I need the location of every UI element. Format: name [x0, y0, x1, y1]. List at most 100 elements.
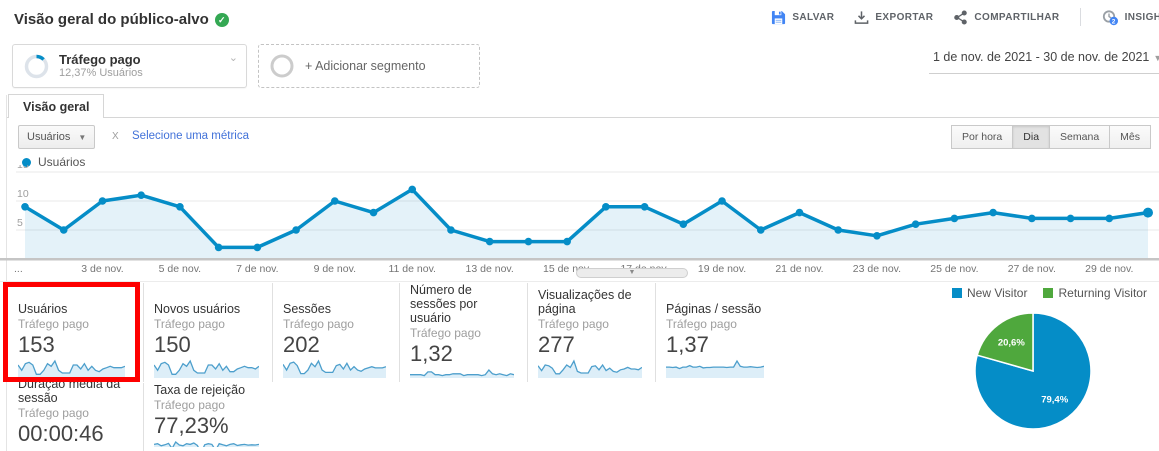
svg-text:3 de nov.: 3 de nov. [81, 263, 123, 275]
metric-card-title: Sessões [283, 302, 331, 316]
salvar-label: SALVAR [792, 11, 835, 23]
date-range-selector[interactable]: 1 de nov. de 2021 - 30 de nov. de 2021 ▼ [929, 46, 1159, 74]
exportar-icon [854, 10, 869, 25]
svg-text:11 de nov.: 11 de nov. [388, 263, 435, 275]
metric-card-value: 00:00:46 [18, 421, 104, 446]
svg-text:21 de nov.: 21 de nov. [775, 263, 823, 275]
metric-card-usu-rios: Usuários Tráfego pago 153 [8, 283, 135, 382]
svg-text:15: 15 [17, 165, 29, 171]
metric-card-title: Novos usuários [154, 302, 241, 316]
exportar-label: EXPORTAR [875, 11, 934, 23]
metric-dropdown[interactable]: Usuários ▼ [18, 125, 96, 149]
exportar-button[interactable]: EXPORTAR [854, 10, 933, 25]
metric-card-taxa-de-rejei-o: Taxa de rejeição Tráfego pago 77,23% [143, 383, 268, 451]
metric-card-segment: Tráfego pago [410, 326, 481, 340]
pie-slice-label: 20,6% [998, 337, 1025, 348]
metric-card-segment: Tráfego pago [666, 317, 737, 331]
metric-card-value: 1,37 [666, 332, 709, 357]
segment-donut-icon [24, 54, 49, 78]
metric-card-sparkline [666, 359, 764, 378]
svg-text:7 de nov.: 7 de nov. [236, 263, 278, 275]
metric-card-sess-es: Sessões Tráfego pago 202 [272, 283, 395, 382]
svg-text:25 de nov.: 25 de nov. [930, 263, 978, 275]
header-actions: SALVAR EXPORTAR COMPARTILHAR 2 INSIGHTS [771, 8, 1159, 26]
vs-label: X [112, 131, 119, 142]
metric-card-segment: Tráfego pago [154, 398, 225, 412]
tab-label: Visão geral [23, 100, 90, 114]
pie-legend-item-returning-visitor[interactable]: Returning Visitor [1043, 286, 1147, 300]
tab-divider [6, 117, 1159, 118]
metric-card-segment: Tráfego pago [283, 317, 354, 331]
insights-button[interactable]: 2 INSIGHTS [1101, 9, 1159, 26]
metric-card-value: 277 [538, 332, 575, 357]
metric-card-dura-o-m-dia-da-sess-o: Duração média da sessão Tráfego pago 00:00… [8, 377, 135, 451]
users-line-chart[interactable]: 5 10 15... 3 de nov. 5 de nov. 7 de nov. 9 de … [0, 165, 1159, 283]
verified-badge-icon: ✓ [214, 12, 229, 27]
page-title-text: Visão geral do público-alvo [14, 11, 209, 28]
svg-text:13 de nov.: 13 de nov. [466, 263, 514, 275]
svg-text:19 de nov.: 19 de nov. [698, 263, 746, 275]
chart-legend: Usuários [22, 155, 85, 169]
metric-cards-row-2: Duração média da sessão Tráfego pago 00:00… [0, 377, 940, 451]
metric-card-p-ginas-sess-o: Páginas / sessão Tráfego pago 1,37 [655, 283, 773, 382]
granularity-semana[interactable]: Semana [1049, 125, 1111, 149]
metric-dropdown-label: Usuários [27, 131, 71, 143]
panel-left-border [6, 95, 7, 451]
metric-card-value: 77,23% [154, 413, 229, 438]
granularity-por-hora[interactable]: Por hora [951, 125, 1014, 149]
legend-square-icon [952, 288, 963, 298]
svg-text:29 de nov.: 29 de nov. [1085, 263, 1133, 275]
metric-card-segment: Tráfego pago [18, 406, 89, 420]
segment-chip-trafego-pago[interactable]: Tráfego pago 12,37% Usuários ⌄ [12, 44, 247, 88]
date-range-label: 1 de nov. de 2021 - 30 de nov. de 2021 [933, 50, 1150, 64]
pie-legend-item-new-visitor[interactable]: New Visitor [952, 286, 1027, 300]
metric-card-value: 1,32 [410, 341, 453, 366]
metric-card-sparkline [283, 359, 386, 378]
metric-card-sparkline [154, 441, 259, 447]
svg-text:2: 2 [1111, 18, 1115, 25]
header-actions-separator [1079, 8, 1081, 26]
chart-scroll-handle[interactable]: ▼ [576, 268, 688, 278]
metric-card-value: 202 [283, 332, 320, 357]
metric-card-title: Taxa de rejeição [154, 383, 246, 397]
svg-text:10: 10 [17, 188, 29, 200]
metric-card-sparkline [538, 359, 642, 378]
svg-text:9 de nov.: 9 de nov. [314, 263, 356, 275]
add-segment-button[interactable]: + Adicionar segmento [258, 44, 480, 88]
tab-visao-geral[interactable]: Visão geral [8, 94, 105, 118]
granularity-mês[interactable]: Mês [1109, 125, 1151, 149]
empty-circle-icon [270, 54, 294, 78]
metric-card-segment: Tráfego pago [18, 317, 89, 331]
granularity-button-group: Por hora Dia Semana Mês [951, 125, 1151, 149]
metric-card-title: Número de sessões por usuário [410, 283, 478, 325]
metric-card-sparkline [410, 368, 514, 378]
page-title: Visão geral do público-alvo ✓ [14, 11, 229, 28]
compartilhar-label: COMPARTILHAR [974, 11, 1060, 23]
legend-square-icon [1043, 288, 1054, 298]
metric-cards-row-1: Usuários Tráfego pago 153 Novos usuários Trá… [0, 283, 940, 382]
metric-card-sparkline [154, 359, 259, 378]
pie-legend-label: Returning Visitor [1058, 286, 1147, 300]
pie-legend: New Visitor Returning Visitor [940, 286, 1159, 300]
granularity-dia[interactable]: Dia [1012, 125, 1051, 149]
select-metric-link[interactable]: Selecione uma métrica [132, 130, 249, 142]
add-segment-label: + Adicionar segmento [305, 59, 426, 73]
pie-slice-label: 79,4% [1041, 395, 1068, 406]
visitor-type-pie-chart[interactable]: 79,4% 20,6% [972, 310, 1094, 432]
svg-text:5 de nov.: 5 de nov. [159, 263, 201, 275]
cards-top-divider [0, 281, 1159, 282]
metric-card-novos-usu-rios: Novos usuários Tráfego pago 150 [143, 283, 268, 382]
insights-label: INSIGHTS [1124, 11, 1159, 23]
segment-detail: 12,37% Usuários [59, 67, 143, 79]
salvar-icon [771, 10, 786, 25]
salvar-button[interactable]: SALVAR [771, 10, 834, 25]
insights-icon: 2 [1101, 9, 1119, 26]
compartilhar-icon [953, 9, 968, 25]
chart-legend-label: Usuários [38, 155, 86, 169]
metric-card-value: 150 [154, 332, 191, 357]
legend-dot-icon [22, 157, 31, 167]
compartilhar-button[interactable]: COMPARTILHAR [953, 9, 1060, 25]
metric-card-title: Duração média da sessão [18, 377, 121, 405]
chevron-down-icon[interactable]: ⌄ [228, 52, 238, 64]
metric-card-n-mero-de-sess-es-por-usu-rio: Número de sessões por usuário Tráfego pag… [399, 283, 523, 382]
